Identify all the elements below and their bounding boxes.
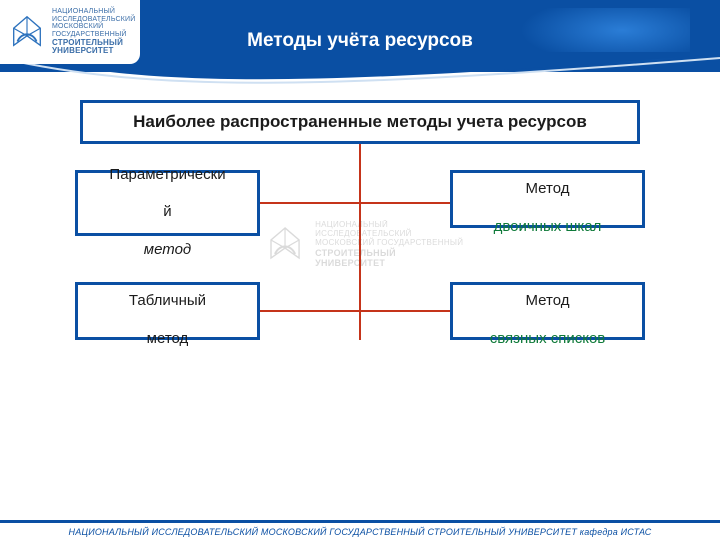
node-root-label: Наиболее распространенные методы учета р… (133, 111, 587, 132)
wm-line2: МОСКОВСКИЙ ГОСУДАРСТВЕННЫЙ (315, 238, 465, 247)
node-tabular: Табличный метод (75, 282, 260, 340)
footer: НАЦИОНАЛЬНЫЙ ИССЛЕДОВАТЕЛЬСКИЙ МОСКОВСКИ… (0, 520, 720, 540)
wm-line3: СТРОИТЕЛЬНЫЙ (315, 248, 465, 258)
wm-line1: НАЦИОНАЛЬНЫЙ ИССЛЕДОВАТЕЛЬСКИЙ (315, 220, 465, 238)
node-linked-label: Метод связных списков (490, 274, 606, 349)
node-binary-scales: Метод двоичных шкал (450, 170, 645, 228)
connector-h1 (260, 202, 450, 204)
footer-text: НАЦИОНАЛЬНЫЙ ИССЛЕДОВАТЕЛЬСКИЙ МОСКОВСКИ… (69, 527, 652, 537)
connector-h2 (260, 310, 450, 312)
diagram: НАЦИОНАЛЬНЫЙ ИССЛЕДОВАТЕЛЬСКИЙ МОСКОВСКИ… (0, 100, 720, 480)
slide-title: Методы учёта ресурсов (0, 30, 720, 52)
wm-line4: УНИВЕРСИТЕТ (315, 258, 465, 268)
node-root: Наиболее распространенные методы учета р… (80, 100, 640, 144)
node-parametric: Параметрически й метод (75, 170, 260, 236)
node-tabular-label: Табличный метод (129, 274, 206, 349)
watermark-logo: НАЦИОНАЛЬНЫЙ ИССЛЕДОВАТЕЛЬСКИЙ МОСКОВСКИ… (265, 220, 465, 268)
node-linked-lists: Метод связных списков (450, 282, 645, 340)
node-binary-label: Метод двоичных шкал (494, 162, 602, 237)
node-parametric-label: Параметрически й метод (109, 147, 225, 260)
logo-line1: НАЦИОНАЛЬНЫЙ ИССЛЕДОВАТЕЛЬСКИЙ (52, 8, 135, 23)
